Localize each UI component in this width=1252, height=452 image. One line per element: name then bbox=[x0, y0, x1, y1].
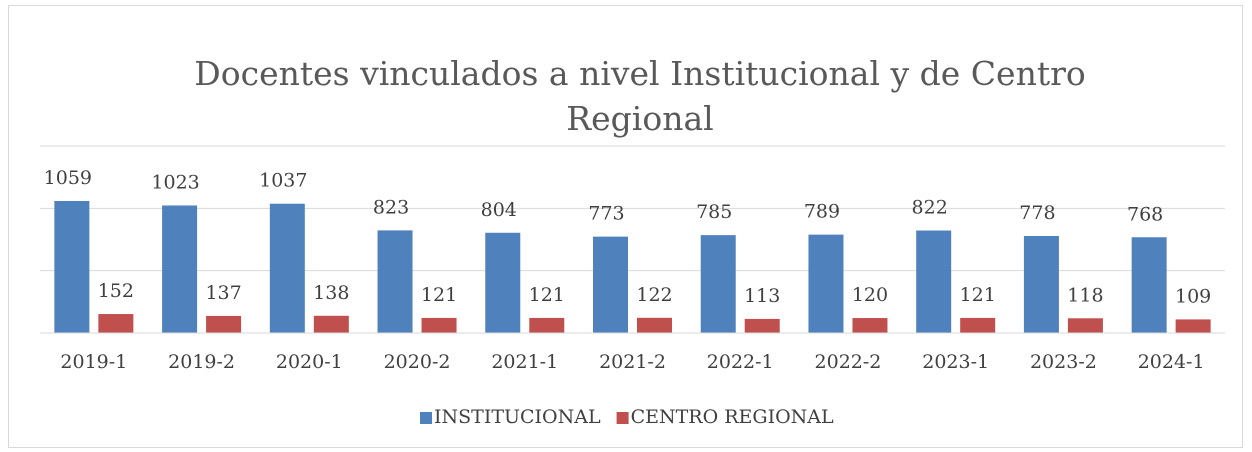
chart-border bbox=[8, 5, 1243, 448]
x-tick-label: 2024-1 bbox=[1138, 351, 1205, 373]
data-label: 118 bbox=[1067, 284, 1103, 306]
data-label: 789 bbox=[804, 201, 840, 223]
bar bbox=[637, 317, 672, 333]
data-label: 1023 bbox=[151, 171, 199, 193]
data-label: 138 bbox=[313, 282, 349, 304]
data-label: 773 bbox=[588, 203, 624, 225]
data-label: 1037 bbox=[259, 170, 307, 192]
bar bbox=[485, 232, 521, 333]
x-tick-label: 2021-1 bbox=[491, 351, 558, 373]
x-tick-label: 2022-1 bbox=[707, 351, 774, 373]
bar bbox=[700, 235, 736, 333]
x-tick-label: 2021-2 bbox=[599, 351, 666, 373]
data-label: 121 bbox=[421, 284, 457, 306]
data-label: 823 bbox=[373, 196, 409, 218]
legend-swatch bbox=[420, 412, 432, 424]
bar bbox=[593, 236, 628, 333]
data-label: 109 bbox=[1175, 285, 1211, 307]
x-tick-label: 2019-2 bbox=[168, 351, 235, 373]
bar bbox=[529, 317, 565, 333]
data-label: 785 bbox=[696, 201, 732, 223]
x-tick-label: 2020-2 bbox=[384, 351, 451, 373]
x-tick-label: 2019-1 bbox=[60, 351, 127, 373]
bar bbox=[808, 234, 844, 333]
bar bbox=[852, 318, 888, 333]
data-label: 1059 bbox=[44, 167, 92, 189]
legend-swatch bbox=[616, 412, 629, 424]
data-label: 137 bbox=[205, 282, 241, 304]
chart-title: Regional bbox=[566, 99, 713, 138]
data-label: 121 bbox=[529, 284, 565, 306]
bar bbox=[1067, 318, 1103, 333]
data-label: 122 bbox=[636, 284, 672, 306]
bar bbox=[162, 205, 198, 333]
bar bbox=[377, 230, 413, 333]
bar bbox=[54, 200, 90, 333]
data-label: 804 bbox=[481, 199, 517, 221]
chart-title: Docentes vinculados a nivel Instituciona… bbox=[194, 54, 1085, 93]
bar bbox=[960, 317, 996, 333]
data-label: 120 bbox=[852, 284, 888, 306]
x-tick-label: 2023-2 bbox=[1030, 351, 1097, 373]
x-tick-label: 2022-2 bbox=[815, 351, 882, 373]
x-tick-label: 2020-1 bbox=[276, 351, 343, 373]
bar bbox=[206, 315, 242, 333]
data-label: 778 bbox=[1019, 202, 1055, 224]
legend-label: INSTITUCIONAL bbox=[434, 406, 601, 428]
data-label: 152 bbox=[98, 280, 134, 302]
bar bbox=[313, 315, 349, 333]
bar bbox=[1131, 237, 1167, 333]
bar bbox=[421, 317, 457, 333]
data-label: 121 bbox=[960, 284, 996, 306]
data-label: 113 bbox=[744, 285, 780, 307]
data-label: 822 bbox=[912, 197, 948, 219]
bar bbox=[744, 318, 780, 333]
bar bbox=[269, 203, 305, 333]
data-label: 768 bbox=[1127, 203, 1163, 225]
bar bbox=[916, 230, 952, 333]
x-tick-label: 2023-1 bbox=[922, 351, 989, 373]
legend-label: CENTRO REGIONAL bbox=[631, 406, 834, 428]
bar bbox=[1175, 319, 1211, 333]
bar bbox=[98, 314, 134, 333]
bar bbox=[1023, 236, 1059, 333]
